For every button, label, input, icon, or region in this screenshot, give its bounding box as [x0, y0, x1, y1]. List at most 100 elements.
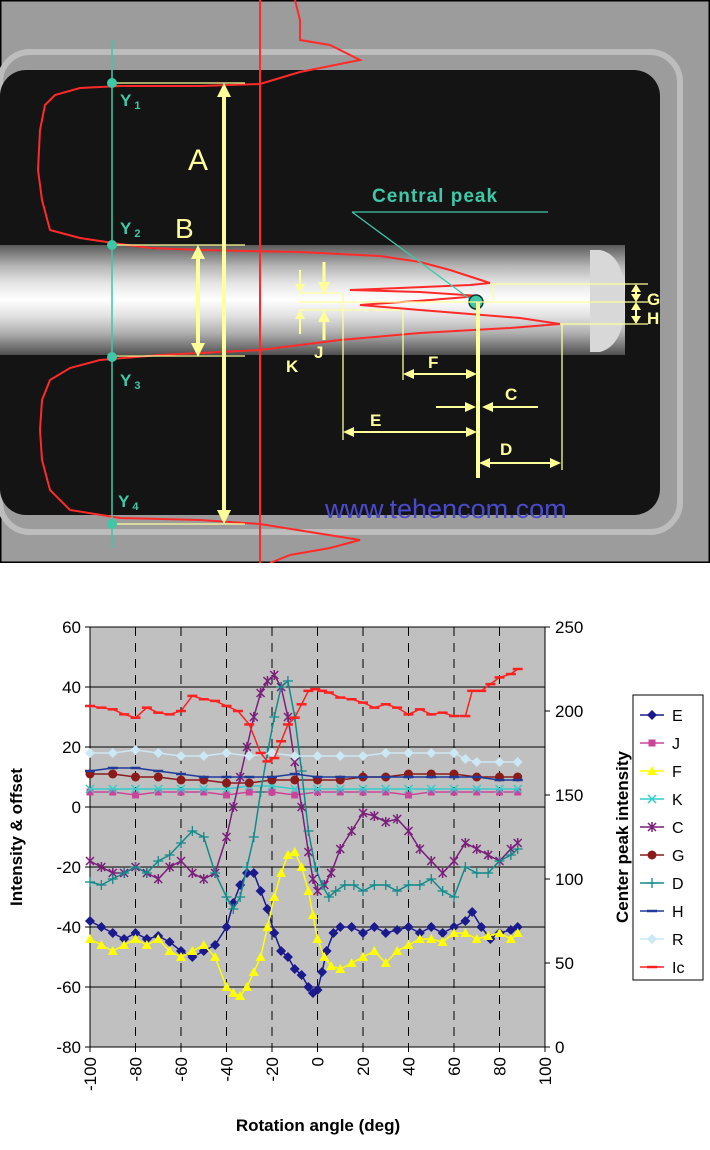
data-point-D	[228, 904, 239, 914]
data-point-D	[241, 862, 252, 872]
y2-tick-label: 200	[555, 702, 583, 721]
legend-item-R: R	[640, 932, 684, 949]
data-point-D	[282, 676, 293, 686]
data-point-C	[85, 856, 95, 866]
series-F	[85, 847, 523, 1000]
data-point-C	[165, 862, 175, 872]
series-H	[85, 766, 523, 782]
data-point-R	[198, 751, 209, 761]
data-point-K	[426, 784, 436, 794]
data-point-F	[176, 952, 186, 961]
y-tick-label: 40	[62, 678, 81, 697]
data-point-D	[369, 880, 380, 890]
data-point-D	[310, 862, 321, 872]
label-E: E	[370, 411, 381, 430]
data-point-R	[176, 751, 186, 761]
data-point-C	[176, 856, 186, 866]
legend-item-D: D	[640, 876, 684, 893]
data-point-G	[290, 775, 300, 785]
data-point-R	[221, 748, 232, 758]
data-point-F	[414, 934, 425, 943]
data-point-C	[308, 874, 318, 884]
data-point-C	[242, 742, 252, 752]
data-point-E	[328, 928, 339, 938]
data-point-J	[268, 788, 276, 796]
x-tick-label: -100	[81, 1057, 100, 1091]
data-point-K	[472, 784, 482, 794]
data-point-C	[415, 844, 425, 854]
legend-label: K	[672, 792, 683, 809]
label-G: G	[647, 290, 660, 309]
data-point-C	[369, 811, 379, 821]
x-tick-label: 0	[309, 1057, 328, 1066]
dimension-D	[479, 458, 561, 468]
data-point-E	[176, 946, 186, 956]
data-point-E	[335, 922, 346, 932]
data-point-D	[449, 892, 459, 902]
data-point-C	[199, 874, 209, 884]
data-point-E	[317, 967, 328, 977]
data-point-C	[460, 838, 470, 848]
data-point-R	[244, 751, 255, 761]
data-point-E	[130, 928, 141, 938]
series-line-D	[89, 679, 519, 911]
data-point-C	[256, 688, 266, 698]
data-point-F	[505, 934, 516, 943]
data-point-E	[289, 964, 300, 974]
data-point-C	[297, 802, 307, 812]
label-K: K	[286, 357, 299, 376]
data-point-E	[512, 922, 523, 932]
vertical-intensity-trace	[36, 0, 561, 563]
data-point-F	[512, 928, 523, 937]
data-point-C	[449, 856, 459, 866]
data-point-R	[380, 748, 391, 758]
data-point-D	[317, 880, 328, 890]
data-point-C	[228, 802, 238, 812]
y1-point	[107, 78, 117, 88]
data-point-C	[303, 847, 313, 857]
y3-point	[107, 352, 117, 362]
data-point-D	[210, 868, 221, 878]
data-point-J	[405, 791, 412, 799]
data-point-E	[85, 916, 95, 926]
data-point-J	[223, 791, 230, 799]
data-point-F	[312, 934, 323, 943]
data-point-C	[335, 844, 345, 854]
data-point-R	[289, 751, 300, 761]
label-J: J	[314, 343, 323, 362]
x-tick-label: 20	[354, 1057, 373, 1076]
label-F: F	[428, 353, 438, 372]
data-point-F	[228, 988, 239, 997]
stripe-end-glow	[590, 250, 625, 352]
series-line-K	[90, 785, 518, 790]
data-point-F	[296, 862, 307, 871]
dimension-E	[343, 427, 477, 437]
data-point-R	[460, 754, 471, 764]
dimension-K	[295, 270, 305, 334]
y-tick-label: 60	[62, 618, 81, 637]
legend-marker	[647, 822, 657, 832]
label-A: A	[188, 144, 208, 177]
data-point-F	[426, 934, 437, 943]
data-point-F	[369, 946, 380, 955]
data-point-D	[269, 712, 280, 722]
data-point-C	[269, 670, 279, 680]
data-point-F	[221, 982, 232, 991]
label-B: B	[175, 213, 194, 244]
data-point-F	[380, 958, 391, 967]
light-stripe	[0, 245, 625, 355]
legend-box	[632, 694, 704, 981]
data-point-K	[358, 784, 368, 794]
data-point-F	[471, 934, 482, 943]
data-point-K	[403, 784, 414, 794]
data-point-K	[381, 784, 391, 794]
label-D: D	[500, 440, 512, 459]
legend-marker	[647, 794, 657, 804]
data-point-F	[483, 931, 494, 940]
data-point-C	[347, 826, 357, 836]
y4-point	[107, 519, 117, 529]
data-point-F	[307, 910, 318, 919]
data-point-C	[283, 712, 293, 722]
